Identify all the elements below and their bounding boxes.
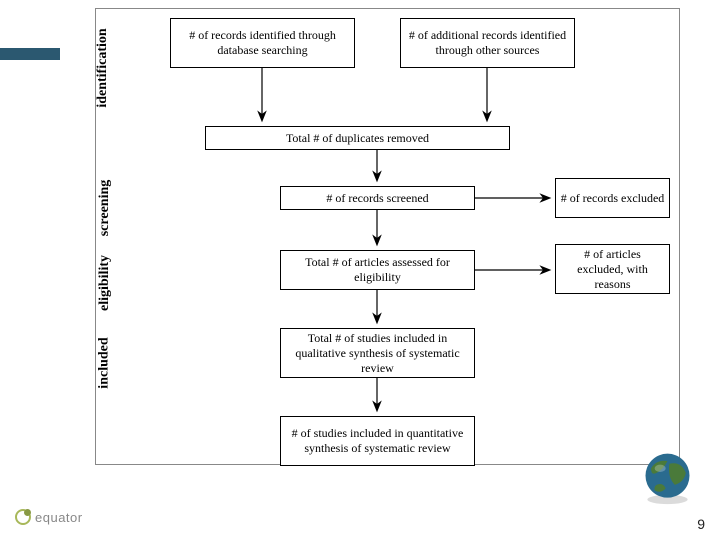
box-excluded-screening: # of records excluded bbox=[555, 178, 670, 218]
box-quantitative: # of studies included in quantitative sy… bbox=[280, 416, 475, 466]
phase-label-identification: identification bbox=[95, 13, 111, 123]
phase-label-included: included bbox=[97, 321, 113, 406]
box-duplicates: Total # of duplicates removed bbox=[205, 126, 510, 150]
box-qualitative: Total # of studies included in qualitati… bbox=[280, 328, 475, 378]
phase-label-eligibility: eligibility bbox=[97, 238, 113, 328]
equator-logo: equator bbox=[15, 509, 83, 525]
equator-logo-icon bbox=[15, 509, 31, 525]
box-db-search: # of records identified through database… bbox=[170, 18, 355, 68]
equator-logo-text: equator bbox=[35, 510, 83, 525]
box-eligibility: Total # of articles assessed for eligibi… bbox=[280, 250, 475, 290]
page-number: 9 bbox=[697, 516, 705, 532]
box-excluded-eligibility: # of articles excluded, with reasons bbox=[555, 244, 670, 294]
globe-icon bbox=[640, 450, 695, 505]
accent-bar bbox=[0, 48, 60, 60]
box-screened: # of records screened bbox=[280, 186, 475, 210]
slide-content-border bbox=[95, 8, 680, 465]
box-other-sources: # of additional records identified throu… bbox=[400, 18, 575, 68]
